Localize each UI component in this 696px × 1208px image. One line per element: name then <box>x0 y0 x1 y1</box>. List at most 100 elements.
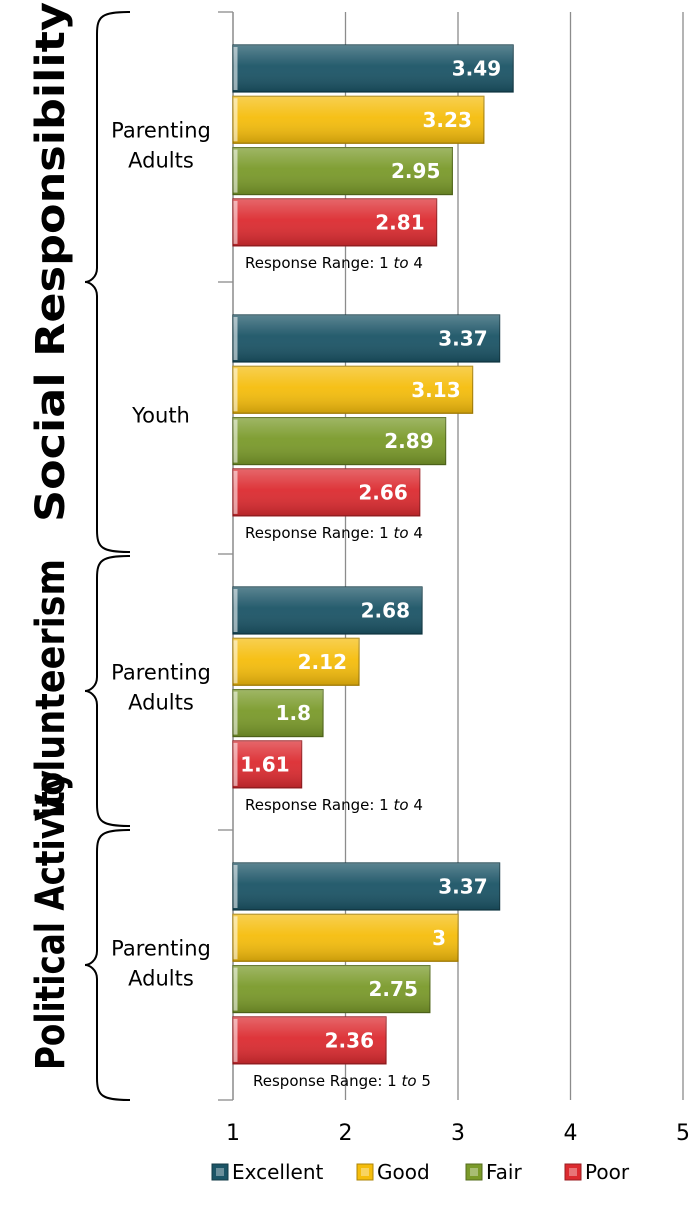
response-range-suffix: 4 <box>409 796 423 814</box>
response-range-to: to <box>393 524 408 542</box>
data-label: 2.36 <box>325 1028 374 1052</box>
bar-edge-highlight <box>233 742 238 786</box>
legend-swatch-bevel <box>216 1168 224 1176</box>
data-label: 3 <box>432 926 446 950</box>
category-label: Youth <box>131 404 190 428</box>
legend-label: Excellent <box>232 1160 324 1184</box>
response-range-prefix: Response Range: 1 <box>245 254 393 272</box>
group-label: Social Responsibility <box>28 2 74 522</box>
bar-edge-highlight <box>233 368 238 412</box>
x-axis: 1 2 3 4 5 <box>226 1121 690 1146</box>
bar-edge-highlight <box>233 691 238 735</box>
bar-bevel <box>233 965 430 1013</box>
bar-edge-highlight <box>233 916 238 960</box>
legend-swatch-bevel <box>569 1168 577 1176</box>
response-range-to: to <box>393 796 408 814</box>
bar-edge-highlight <box>233 1018 238 1062</box>
bar-bevel <box>233 468 420 516</box>
bar-edge-highlight <box>233 200 238 244</box>
bar-bevel <box>233 740 302 788</box>
bar-edge-highlight <box>233 967 238 1011</box>
group-label: Volunteerism <box>28 559 74 821</box>
bar-edge-highlight <box>233 149 238 193</box>
bar-bevel <box>233 96 484 144</box>
legend-swatch-bevel <box>361 1168 369 1176</box>
data-label: 2.75 <box>369 977 418 1001</box>
response-range-note: Response Range: 1 to 5 <box>253 1072 431 1090</box>
data-label: 2.81 <box>375 210 424 234</box>
category-labels: Response Range: 1 to 4 Parenting Adults Res… <box>111 119 431 1090</box>
bar-bevel <box>233 587 422 634</box>
bar-series: 3.49 3.23 2.95 2.81 3.37 3.13 2.89 2.66 2.68 2.12… <box>232 44 514 1065</box>
legend: Excellent Good Fair Poor <box>211 1160 630 1184</box>
category-label: Adults <box>128 149 194 173</box>
x-tick-label: 4 <box>564 1121 578 1146</box>
group-brackets: Social Responsibility VolunteerismPolitic… <box>28 2 131 1101</box>
bar-edge-highlight <box>233 470 238 514</box>
bar-bevel <box>233 1016 386 1064</box>
data-label: 3.13 <box>411 378 460 402</box>
bar-bevel <box>233 689 323 737</box>
bar-bevel <box>233 914 458 962</box>
data-label: 2.66 <box>358 480 407 504</box>
response-range-prefix: Response Range: 1 <box>245 524 393 542</box>
category-label: Parenting <box>111 937 211 961</box>
data-label: 2.89 <box>384 429 433 453</box>
legend-label: Fair <box>486 1160 522 1184</box>
data-label: 1.8 <box>276 701 311 725</box>
legend-swatch-excellent <box>211 1163 229 1181</box>
category-label: Parenting <box>111 661 211 685</box>
x-tick-label: 1 <box>226 1121 240 1146</box>
category-label: Adults <box>128 967 194 991</box>
bar-bevel <box>233 198 437 246</box>
data-label: 2.68 <box>361 599 410 623</box>
legend-label: Good <box>377 1160 430 1184</box>
legend-swatch-bevel <box>470 1168 478 1176</box>
group-label: Political Activity <box>28 770 74 1070</box>
data-label: 3.23 <box>423 108 472 132</box>
data-label: 3.37 <box>438 875 487 899</box>
group-bracket <box>84 829 131 1101</box>
group-bracket <box>84 555 131 827</box>
response-range-note: Response Range: 1 to 4 <box>245 524 423 542</box>
bar-bevel <box>233 366 473 414</box>
response-range-to: to <box>401 1072 416 1090</box>
response-range-prefix: Response Range: 1 <box>253 1072 401 1090</box>
response-range-suffix: 4 <box>409 254 423 272</box>
response-range-note: Response Range: 1 to 4 <box>245 254 423 272</box>
data-label: 2.95 <box>391 159 440 183</box>
bar-bevel <box>233 638 359 686</box>
data-label: 3.49 <box>452 57 501 81</box>
group-bracket <box>84 11 131 553</box>
legend-swatch-good <box>356 1163 374 1181</box>
bar-edge-highlight <box>233 640 238 684</box>
bar-edge-highlight <box>233 98 238 142</box>
response-range-prefix: Response Range: 1 <box>245 796 393 814</box>
data-label: 1.61 <box>240 752 289 776</box>
legend-swatch-poor <box>564 1163 582 1181</box>
bar-bevel <box>233 315 500 362</box>
x-tick-label: 2 <box>339 1121 353 1146</box>
bar-edge-highlight <box>233 589 238 632</box>
bar-bevel <box>233 863 500 910</box>
bar-edge-highlight <box>233 317 238 360</box>
bar-bevel <box>233 417 446 465</box>
data-label: 3.37 <box>438 327 487 351</box>
x-tick-label: 3 <box>451 1121 465 1146</box>
response-range-note: Response Range: 1 to 4 <box>245 796 423 814</box>
category-label: Adults <box>128 691 194 715</box>
legend-label: Poor <box>585 1160 630 1184</box>
bar-edge-highlight <box>233 47 238 90</box>
bar-bevel <box>233 45 514 92</box>
x-tick-label: 5 <box>676 1121 690 1146</box>
response-range-suffix: 4 <box>409 524 423 542</box>
data-label: 2.12 <box>298 650 347 674</box>
response-range-to: to <box>393 254 408 272</box>
response-range-suffix: 5 <box>417 1072 431 1090</box>
bar-bevel <box>233 147 453 195</box>
legend-swatch-fair <box>465 1163 483 1181</box>
bar-edge-highlight <box>233 865 238 908</box>
bar-edge-highlight <box>233 419 238 463</box>
category-label: Parenting <box>111 119 211 143</box>
